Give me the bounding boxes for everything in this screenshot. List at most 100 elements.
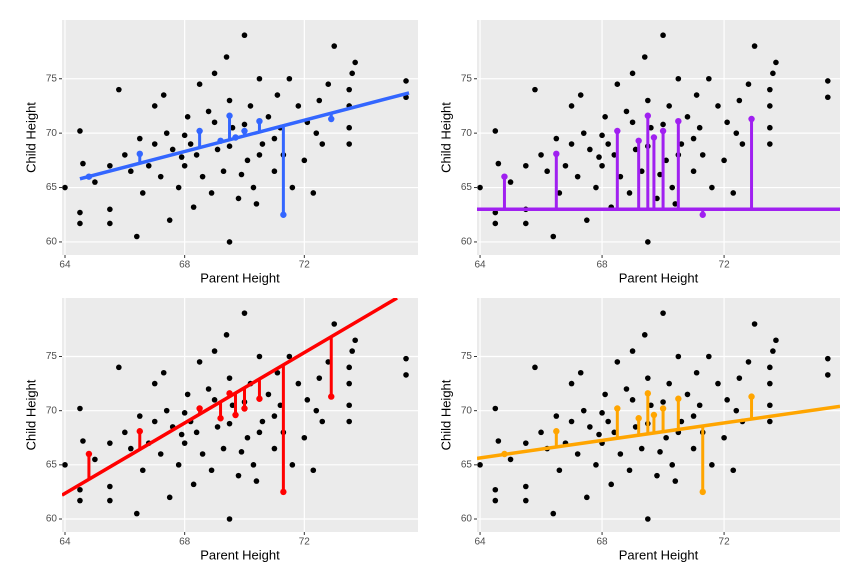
point bbox=[223, 54, 230, 60]
point bbox=[492, 128, 499, 134]
point bbox=[107, 440, 113, 446]
point bbox=[715, 380, 721, 387]
point bbox=[629, 70, 636, 77]
point bbox=[92, 179, 98, 185]
point bbox=[660, 310, 666, 316]
point bbox=[157, 173, 164, 180]
highlight-point bbox=[659, 405, 667, 412]
point bbox=[721, 157, 727, 164]
point bbox=[562, 162, 569, 169]
fit-line bbox=[79, 91, 410, 181]
point bbox=[151, 141, 158, 147]
fit-line bbox=[477, 404, 840, 461]
point bbox=[187, 141, 194, 147]
plot-background bbox=[477, 20, 840, 255]
x-tick-label: 72 bbox=[719, 260, 731, 271]
highlight-point bbox=[748, 115, 755, 123]
point bbox=[211, 348, 218, 354]
point bbox=[166, 494, 173, 501]
point bbox=[80, 160, 86, 167]
point bbox=[767, 364, 773, 371]
point bbox=[136, 413, 143, 419]
point bbox=[492, 497, 499, 504]
y-tick-label: 75 bbox=[46, 351, 58, 362]
point bbox=[238, 171, 245, 178]
point bbox=[684, 114, 691, 120]
point bbox=[538, 429, 544, 436]
highlight-point bbox=[226, 390, 233, 397]
point bbox=[128, 168, 134, 175]
point bbox=[107, 162, 113, 169]
point bbox=[492, 486, 499, 493]
point bbox=[178, 431, 185, 438]
point bbox=[684, 391, 691, 398]
point bbox=[596, 431, 602, 438]
point bbox=[767, 402, 773, 409]
highlight-point bbox=[675, 395, 682, 402]
point bbox=[151, 418, 158, 425]
point bbox=[666, 380, 672, 387]
point bbox=[295, 103, 302, 109]
point bbox=[824, 94, 831, 101]
point bbox=[226, 239, 233, 245]
point bbox=[672, 478, 679, 484]
point bbox=[196, 359, 203, 365]
point bbox=[214, 146, 221, 153]
point bbox=[641, 54, 648, 60]
point bbox=[163, 130, 170, 136]
point bbox=[77, 128, 83, 134]
y-tick-label: 60 bbox=[46, 237, 58, 248]
point bbox=[706, 353, 712, 360]
point bbox=[824, 355, 831, 362]
x-axis-title: Parent Height bbox=[200, 547, 280, 562]
point bbox=[271, 168, 278, 175]
point bbox=[349, 70, 355, 77]
point bbox=[550, 510, 557, 517]
point bbox=[62, 462, 68, 468]
point bbox=[250, 184, 257, 191]
point bbox=[304, 397, 311, 403]
point bbox=[116, 86, 122, 93]
point bbox=[663, 434, 669, 441]
point bbox=[107, 497, 113, 504]
point bbox=[160, 92, 167, 98]
point bbox=[773, 59, 779, 66]
point bbox=[244, 157, 251, 164]
point bbox=[226, 97, 233, 104]
point bbox=[599, 162, 605, 169]
point bbox=[568, 418, 575, 425]
x-tick-label: 72 bbox=[719, 537, 731, 548]
panel: 64 68 72 60 65 70 75 Parent Height Child Height bbox=[438, 20, 840, 285]
point bbox=[599, 132, 605, 139]
point bbox=[346, 402, 352, 409]
point bbox=[690, 445, 697, 452]
point bbox=[648, 124, 654, 131]
highlight-point bbox=[635, 137, 642, 144]
point bbox=[271, 413, 278, 419]
point bbox=[614, 359, 621, 365]
point bbox=[271, 445, 278, 452]
x-axis-title: Parent Height bbox=[619, 547, 699, 562]
point bbox=[286, 353, 293, 360]
point bbox=[169, 146, 176, 153]
point bbox=[325, 81, 332, 87]
point bbox=[319, 418, 326, 425]
point bbox=[235, 195, 242, 202]
point bbox=[587, 424, 593, 430]
point bbox=[645, 516, 651, 522]
point bbox=[62, 184, 68, 191]
point bbox=[310, 190, 317, 196]
point bbox=[331, 321, 338, 327]
point bbox=[133, 510, 140, 517]
point bbox=[584, 494, 590, 501]
point bbox=[626, 190, 633, 196]
point bbox=[208, 467, 215, 474]
point bbox=[693, 369, 700, 376]
point bbox=[151, 380, 158, 387]
x-tick-label: 64 bbox=[59, 260, 71, 271]
point bbox=[690, 168, 697, 175]
highlight-point bbox=[644, 112, 652, 119]
point bbox=[767, 141, 773, 147]
point bbox=[495, 160, 502, 167]
